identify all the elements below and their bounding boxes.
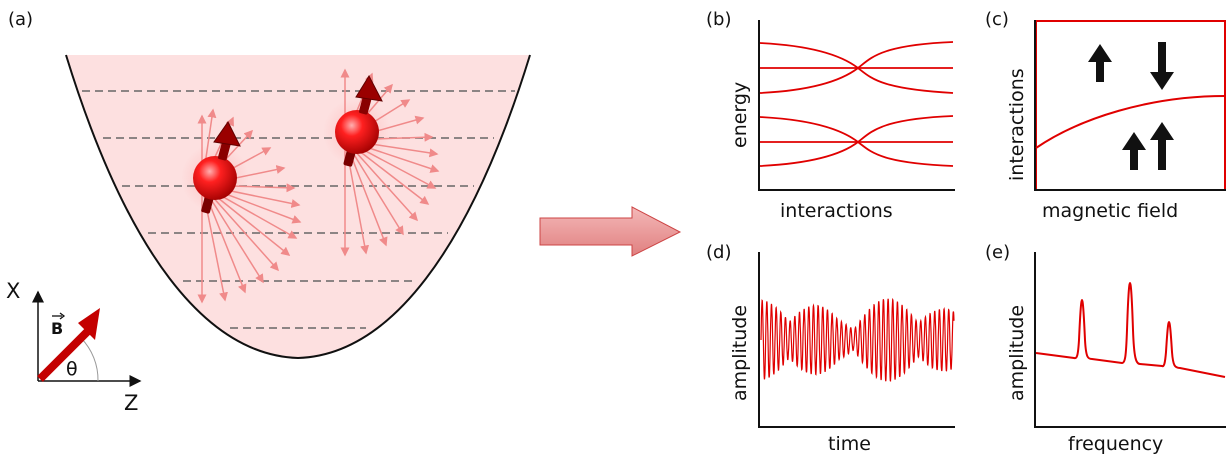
e-xlabel: frequency [1068,433,1163,455]
panel-b-label: (b) [706,9,731,30]
up-arrow-icon [1150,122,1174,170]
spin-arrowhead [213,121,241,147]
field-arrow-shaft [37,328,91,382]
angle-label: θ [66,358,78,380]
trap-potential [66,55,530,358]
atom-2 [323,74,391,167]
e-ylabel: amplitude [1006,305,1028,401]
phase-boundary [1035,95,1226,149]
b-ylabel: energy [729,82,751,148]
d-xlabel: time [828,433,871,455]
trap-curve [65,54,531,360]
spin-arrowhead [355,74,383,102]
c-ylabel: interactions [1006,68,1028,181]
x-axis-label: X [6,279,20,303]
d-ylabel: amplitude [729,305,751,401]
atom-1 [181,121,249,214]
panel-e: (e) frequency amplitude [985,242,1226,455]
panel-a: (a) [6,9,531,415]
panel-c-label: (c) [985,9,1009,30]
up-arrow-icon [1088,44,1112,82]
energy-curves [759,41,954,167]
field-label: B [51,319,63,338]
panel-d-label: (d) [706,242,731,263]
big-right-arrow [539,206,682,257]
panel-c: (c) magnetic field interactions [985,9,1226,222]
panel-d: (d) time amplitude [706,242,955,455]
panel-e-label: (e) [985,242,1010,263]
c-xlabel: magnetic field [1042,200,1178,222]
up-arrow-icon [1122,132,1146,170]
beat-signal [760,297,955,382]
spectrum [1035,281,1226,378]
b-xlabel: interactions [780,200,893,222]
field-arrow-head [78,308,100,340]
angle-arc [80,337,99,382]
panel-b: (b) interactions energy [706,9,955,222]
down-arrow-icon [1150,42,1174,90]
coordinate-axes: X Z B θ [6,279,142,415]
panel-a-label: (a) [8,9,33,30]
z-axis-label: Z [124,391,138,415]
